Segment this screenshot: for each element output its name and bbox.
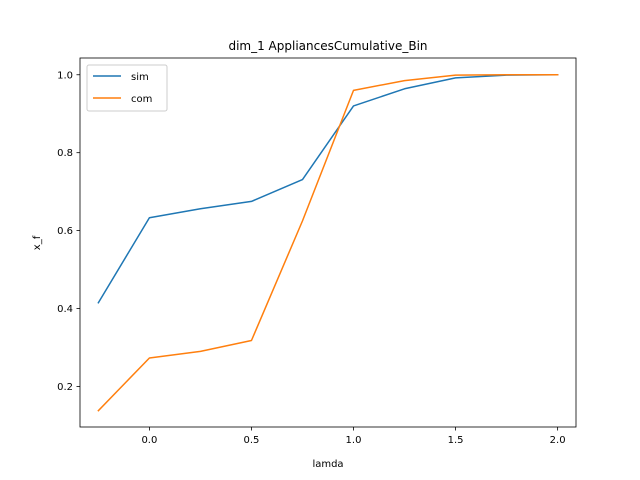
legend: sim com [86,64,168,112]
x-tick-label: 2.0 [550,435,566,446]
y-tick-label: 0.4 [57,304,73,315]
plot-area: 0.0 0.5 1.0 1.5 2.0 0.2 0.4 0.6 0.8 1.0 [57,57,577,446]
axes-frame [79,57,577,428]
legend-label-com: com [131,94,152,105]
y-tick-label: 1.0 [57,70,73,81]
x-tick-label: 1.0 [346,435,362,446]
x-tick-label: 0.0 [141,435,157,446]
legend-box [86,64,168,112]
x-axis-label: lamda [312,459,343,470]
y-tick-label: 0.2 [57,382,73,393]
x-tick-label: 1.5 [448,435,464,446]
y-tick-label: 0.8 [57,148,73,159]
x-tick-label: 0.5 [244,435,260,446]
series-line-sim [97,74,559,304]
series-line-com [97,74,559,412]
chart-title: dim_1 AppliancesCumulative_Bin [228,39,427,53]
y-tick-label: 0.6 [57,226,73,237]
legend-label-sim: sim [131,72,149,83]
y-axis-label: x_f [32,235,43,250]
